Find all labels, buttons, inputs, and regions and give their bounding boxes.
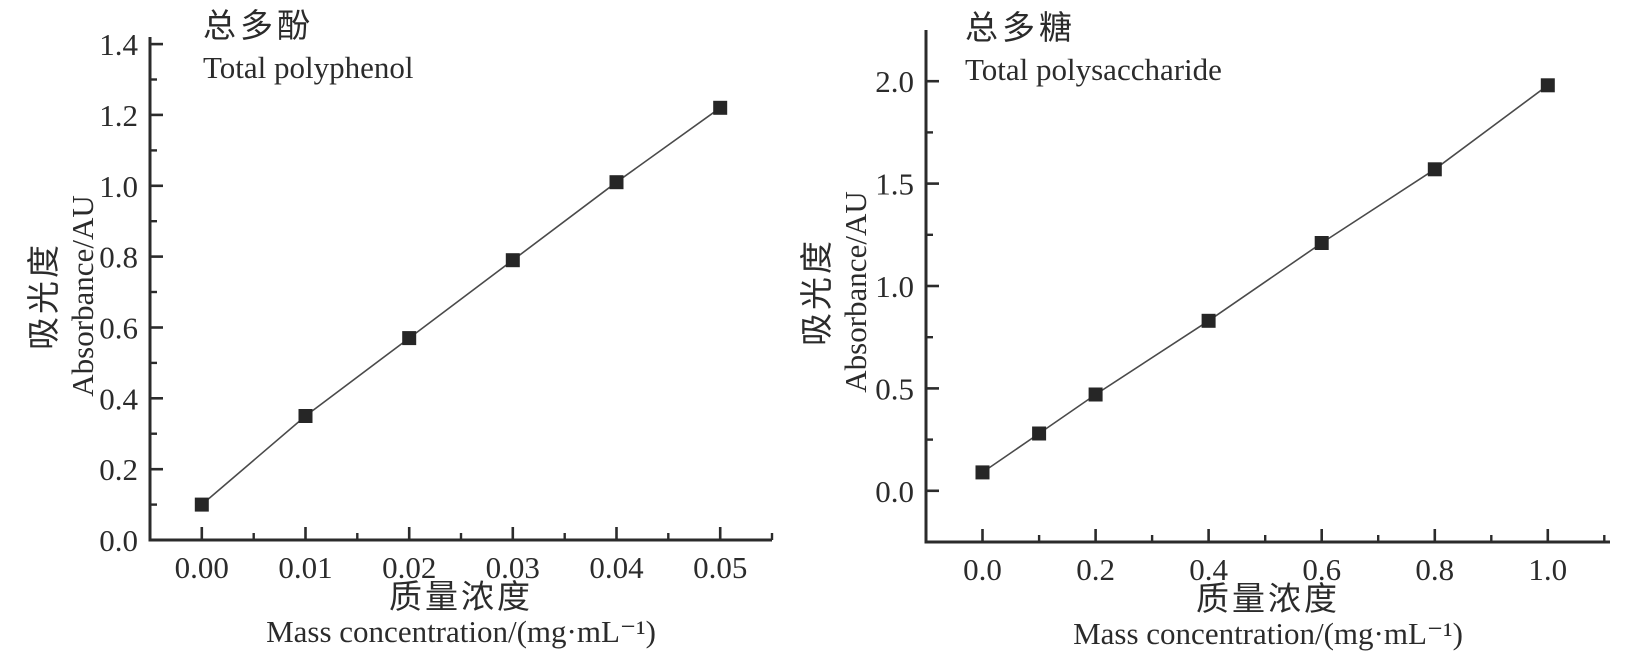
data-point <box>1201 313 1216 328</box>
y-tick-label: 1.0 <box>99 169 138 204</box>
x-tick-label: 0.8 <box>1415 552 1454 587</box>
total-polysaccharide-plot-area: 0.0 0.2 0.4 0.6 0.8 1.0 0.0 0.5 1.0 1.5 2.0 <box>875 30 1610 587</box>
y-axis-label: 吸光度 Absorbance/AU <box>26 195 102 396</box>
x-tick-label: 0.02 <box>382 550 436 585</box>
data-point <box>194 497 209 512</box>
total-polyphenol-plot-area: 0.00 0.01 0.02 0.03 0.04 0.05 0.0 0.2 0.4 0.6 0.8 1… <box>99 27 774 585</box>
data-point <box>975 465 990 480</box>
data-point <box>713 100 728 115</box>
x-tick-label: 0.6 <box>1302 552 1341 587</box>
y-tick-label: 0.2 <box>99 452 138 487</box>
y-axis-label-zh: 吸光度 <box>800 238 836 347</box>
chart-total-polysaccharide: 0.0 0.2 0.4 0.6 0.8 1.0 0.0 0.5 1.0 1.5 2.0 总多糖 To… <box>800 0 1630 657</box>
chart-title: 总多酚 Total polyphenol <box>203 6 414 88</box>
chart-title-zh: 总多糖 <box>965 11 1076 47</box>
data-point <box>1032 426 1047 441</box>
x-axis-label-en: Mass concentration/(mg·mL⁻¹) <box>266 614 656 649</box>
y-tick-label: 0.8 <box>99 240 138 275</box>
chart-title-zh: 总多酚 <box>203 9 314 45</box>
data-point <box>1540 78 1555 93</box>
x-tick-label: 0.04 <box>589 550 644 585</box>
x-tick-label: 0.0 <box>963 552 1002 587</box>
y-tick-label: 1.0 <box>875 269 914 304</box>
y-axis-label: 吸光度 Absorbance/AU <box>799 191 875 392</box>
data-point <box>298 409 313 423</box>
x-tick-label: 0.00 <box>175 550 229 585</box>
data-point <box>609 175 624 190</box>
x-axis-label: 质量浓度 Mass concentration/(mg·mL⁻¹) <box>150 580 772 649</box>
x-axis-label-en: Mass concentration/(mg·mL⁻¹) <box>1073 616 1463 651</box>
y-axis-label-zh: 吸光度 <box>27 242 63 351</box>
y-axis-label-en: Absorbance/AU <box>838 191 873 393</box>
calibration-line <box>982 84 1549 474</box>
chart-title-en: Total polysaccharide <box>965 52 1222 87</box>
calibration-line <box>201 107 721 506</box>
x-axis-label-zh: 质量浓度 <box>1196 582 1340 618</box>
x-tick-label: 1.0 <box>1528 552 1567 587</box>
y-tick-label: 0.4 <box>99 381 138 416</box>
data-point <box>1427 162 1442 177</box>
y-tick-label: 0.6 <box>99 311 138 346</box>
chart-total-polyphenol: 0.00 0.01 0.02 0.03 0.04 0.05 0.0 0.2 0.4 0.6 0.8 1… <box>26 6 774 649</box>
y-tick-label: 1.2 <box>99 98 138 133</box>
x-tick-label: 0.01 <box>278 550 332 585</box>
chart-title: 总多糖 Total polysaccharide <box>965 8 1222 90</box>
chart-title-en: Total polyphenol <box>203 50 414 85</box>
x-axis-label: 质量浓度 Mass concentration/(mg·mL⁻¹) <box>926 582 1610 651</box>
data-point <box>1088 387 1103 402</box>
y-axis-label-en: Absorbance/AU <box>65 195 100 397</box>
y-tick-label: 2.0 <box>875 64 914 99</box>
data-point <box>505 253 520 268</box>
y-tick-label: 0.0 <box>875 474 914 509</box>
y-tick-label: 0.0 <box>99 523 138 558</box>
y-tick-label: 1.4 <box>99 27 138 62</box>
axis-spines <box>148 37 772 542</box>
x-tick-label: 0.4 <box>1189 552 1228 587</box>
x-tick-label: 0.03 <box>486 550 540 585</box>
y-tick-label: 1.5 <box>875 167 914 202</box>
data-point <box>402 331 417 346</box>
x-axis-label-zh: 质量浓度 <box>389 580 533 616</box>
y-tick-label: 0.5 <box>875 371 914 406</box>
data-point <box>1314 236 1329 250</box>
x-tick-label: 0.05 <box>693 550 747 585</box>
x-tick-label: 0.2 <box>1076 552 1115 587</box>
axis-spines <box>924 30 1610 544</box>
